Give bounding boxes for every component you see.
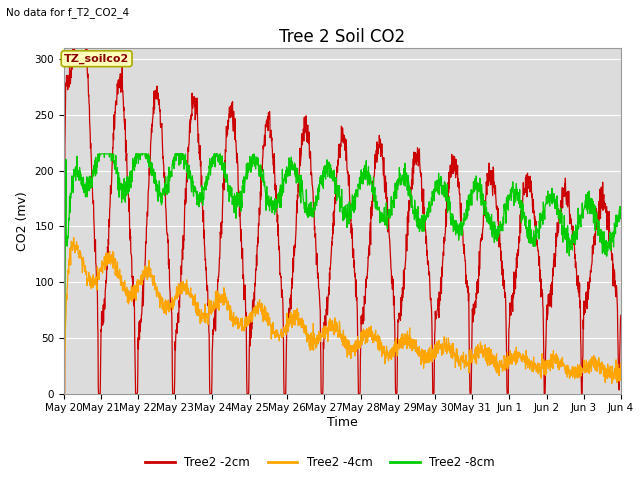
Tree2 -8cm (60, 391, 68, 396)
Line: Tree2 -4cm: Tree2 -4cm (64, 238, 621, 394)
Tree2 -8cm (601, 238, 609, 244)
Tree2 -8cm (88, 167, 96, 173)
Tree2 -8cm (499, 228, 506, 234)
Tree2 -2cm (316, 308, 324, 314)
Tree2 -4cm (601, 372, 609, 377)
Line: Tree2 -8cm: Tree2 -8cm (64, 154, 621, 394)
Legend: Tree2 -2cm, Tree2 -4cm, Tree2 -8cm: Tree2 -2cm, Tree2 -4cm, Tree2 -8cm (141, 452, 499, 474)
Tree2 -4cm (70, 235, 77, 240)
Tree2 -2cm (68, 45, 76, 51)
Tree2 -4cm (499, 361, 506, 367)
Tree2 -4cm (316, 338, 324, 344)
Tree2 -2cm (601, 204, 609, 210)
Tree2 -8cm (601, 243, 609, 249)
Y-axis label: CO2 (mv): CO2 (mv) (16, 191, 29, 251)
Tree2 -2cm (331, 201, 339, 206)
Text: No data for f_T2_CO2_4: No data for f_T2_CO2_4 (6, 7, 129, 18)
Tree2 -4cm (60, 391, 68, 396)
Tree2 -2cm (89, 196, 97, 202)
Tree2 -2cm (60, 391, 68, 396)
Tree2 -2cm (499, 269, 506, 275)
Tree2 -2cm (601, 201, 609, 207)
Tree2 -8cm (94, 151, 102, 157)
Tree2 -8cm (617, 214, 625, 220)
Text: TZ_soilco2: TZ_soilco2 (64, 54, 129, 64)
Tree2 -4cm (601, 363, 609, 369)
Tree2 -8cm (331, 191, 339, 197)
Title: Tree 2 Soil CO2: Tree 2 Soil CO2 (279, 28, 406, 47)
Tree2 -4cm (331, 315, 339, 321)
Line: Tree2 -2cm: Tree2 -2cm (64, 48, 621, 394)
Tree2 -4cm (617, 366, 625, 372)
Tree2 -8cm (316, 174, 324, 180)
Tree2 -4cm (89, 274, 97, 280)
Tree2 -2cm (617, 312, 625, 318)
X-axis label: Time: Time (327, 416, 358, 429)
